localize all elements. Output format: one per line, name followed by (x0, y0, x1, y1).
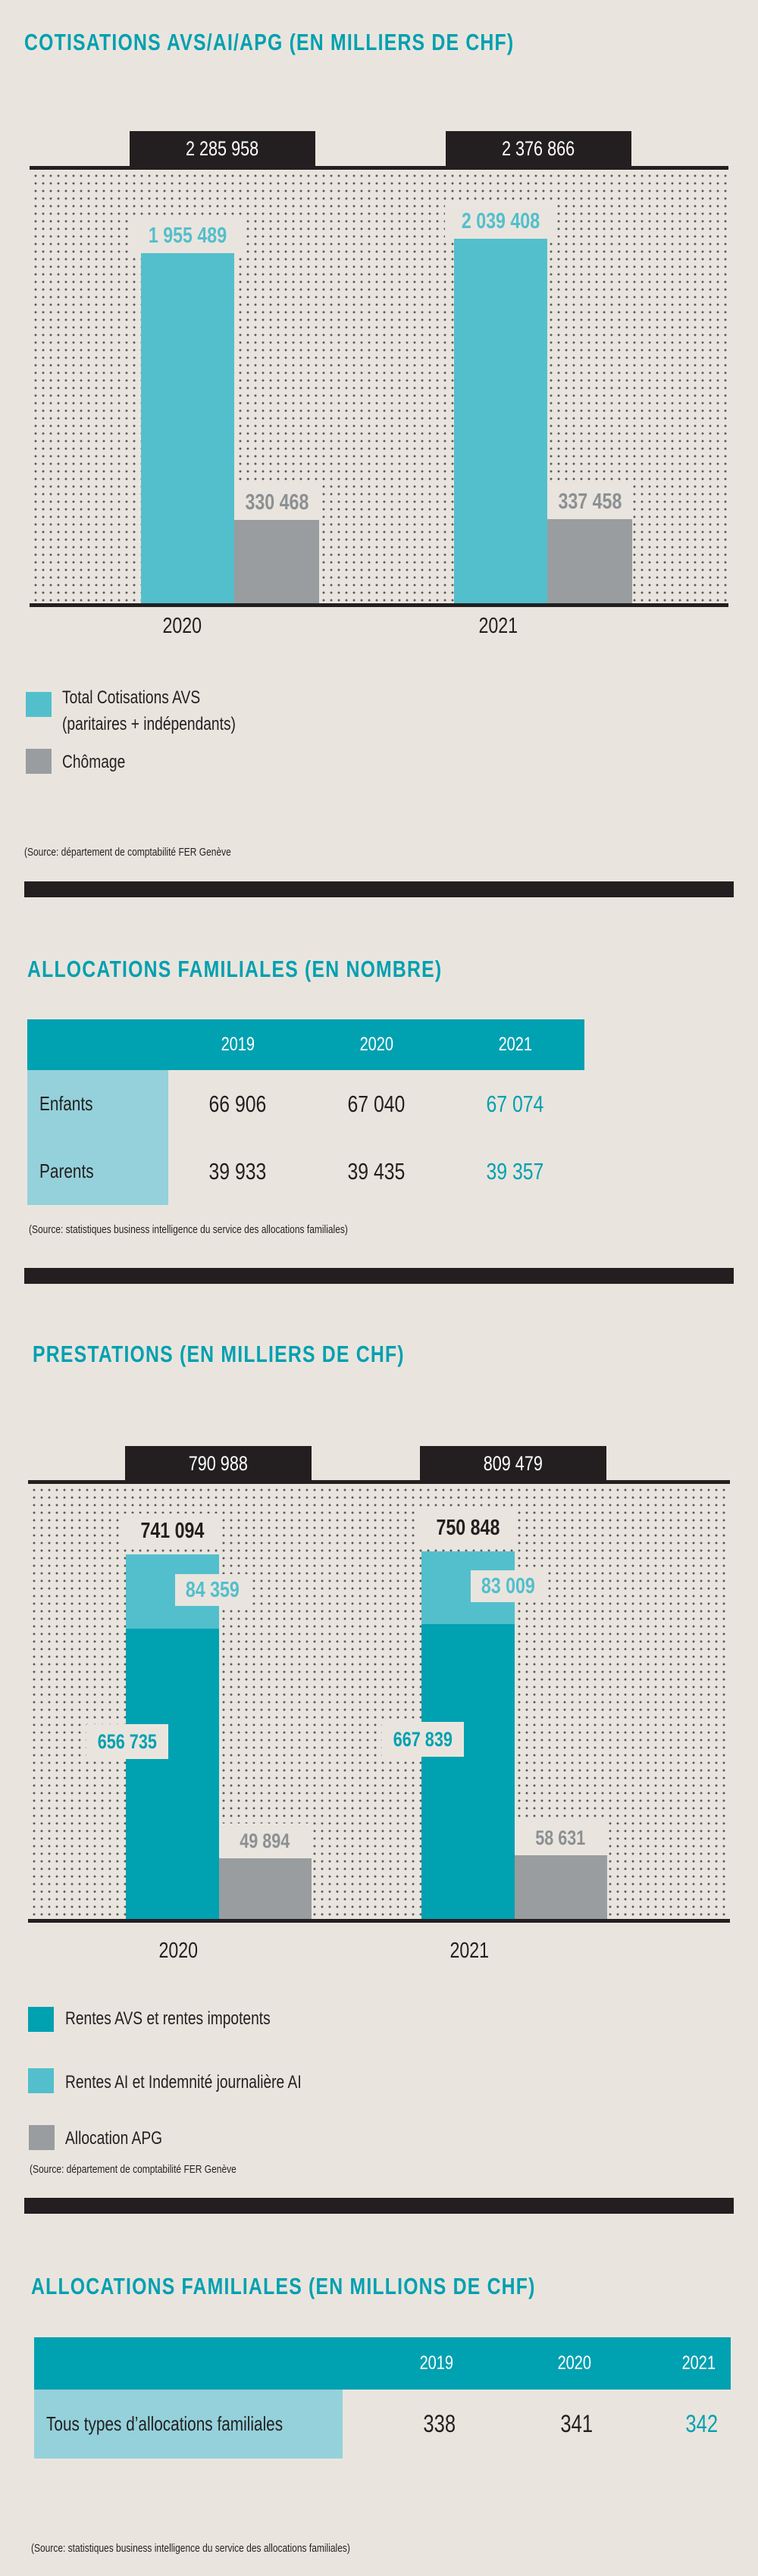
label-rentes-avs-2020: 656 735 (86, 1724, 168, 1760)
label-avs-2021-text: 2 039 408 (461, 209, 540, 234)
legend-swatch-chomage (26, 749, 52, 774)
legend-swatch-apg (29, 2125, 55, 2150)
cell-value-highlight: 342 (684, 2410, 718, 2437)
cell-value: 66 906 (208, 1090, 267, 1117)
col-header: 2019 (419, 2352, 454, 2374)
row-label: Parents (27, 1138, 168, 1205)
prestations-title: PRESTATIONS (EN MILLIERS DE CHF) (33, 1341, 405, 1367)
label-rentes-avs-2021: 667 839 (382, 1722, 464, 1758)
bar-avs-2021 (454, 239, 547, 603)
table-row: Parents 39 933 39 435 39 357 (27, 1138, 584, 1205)
bar-avs-2020 (141, 252, 234, 603)
legend-swatch-rentes-avs (28, 2007, 54, 2032)
table-header-row: 2019 2020 2021 (27, 1019, 584, 1070)
row-label: Tous types d’allocations familiales (34, 2390, 343, 2459)
total-box-2021: 809 479 (420, 1446, 606, 1481)
cell-value: 338 (422, 2410, 456, 2437)
label-apg-2020-text: 49 894 (239, 1829, 290, 1853)
label-stack-total-2020: 741 094 (124, 1513, 221, 1549)
col-header: 2021 (498, 1034, 532, 1055)
bar-apg-2021 (515, 1855, 607, 1919)
row-label: Enfants (27, 1070, 168, 1138)
x-tick-2021: 2021 (478, 614, 518, 638)
allocations-millions-table: 2019 2020 2021 Tous types d’allocations … (34, 2337, 731, 2459)
x-tick-2021: 2021 (449, 1939, 489, 1963)
label-chomage-2020: 330 468 (234, 485, 319, 521)
source-note: (Source: département de comptabilité FER… (30, 2163, 236, 2176)
legend-label-avs: Total Cotisations AVS (paritaires + indé… (62, 687, 236, 734)
allocations-millions-title: ALLOCATIONS FAMILIALES (EN MILLIONS DE C… (31, 2273, 536, 2299)
label-chomage-2020-text: 330 468 (245, 490, 309, 515)
label-avs-2020-text: 1 955 489 (148, 223, 227, 248)
cell-value: 39 435 (347, 1157, 406, 1185)
total-box-2021: 2 376 866 (446, 131, 631, 166)
legend-label-rentes-avs: Rentes AVS et rentes impotents (65, 2008, 271, 2029)
bar-rentes-avs-2021 (421, 1624, 515, 1919)
cell-value-highlight: 39 357 (486, 1157, 544, 1185)
col-header: 2020 (359, 1034, 393, 1055)
label-rentes-ai-2020-text: 84 359 (185, 1578, 240, 1603)
bar-apg-2020 (219, 1858, 312, 1919)
bar-chomage-2020 (234, 520, 319, 603)
legend-label-apg: Allocation APG (65, 2128, 163, 2149)
allocations-nombre-title: ALLOCATIONS FAMILIALES (EN NOMBRE) (27, 956, 443, 982)
col-header: 2021 (681, 2352, 716, 2374)
x-tick-2020: 2020 (162, 614, 202, 638)
label-rentes-ai-2021-text: 83 009 (481, 1574, 535, 1599)
label-rentes-ai-2021: 83 009 (471, 1570, 545, 1603)
label-apg-2021: 58 631 (515, 1820, 606, 1855)
label-avs-2021: 2 039 408 (445, 204, 556, 239)
label-avs-2020: 1 955 489 (132, 218, 243, 253)
source-note: (Source: statistiques business intellige… (29, 1223, 348, 1236)
legend-label-rentes-ai: Rentes AI et Indemnité journalière AI (65, 2072, 302, 2092)
section-divider (24, 1268, 734, 1284)
cotisations-title: COTISATIONS AVS/AI/APG (EN MILLIERS DE C… (24, 29, 515, 55)
label-rentes-ai-2020: 84 359 (175, 1574, 249, 1607)
x-tick-2020: 2020 (158, 1939, 198, 1963)
section-divider (24, 2198, 734, 2214)
label-rentes-avs-2021-text: 667 839 (393, 1728, 453, 1751)
legend-label-chomage: Chômage (62, 752, 126, 772)
label-stack-total-2021: 750 848 (419, 1510, 516, 1545)
cell-value: 39 933 (208, 1157, 267, 1185)
legend-swatch-rentes-ai (28, 2068, 54, 2093)
table-row: Tous types d’allocations familiales 338 … (34, 2390, 731, 2459)
table-header-row: 2019 2020 2021 (34, 2337, 731, 2390)
cotisations-chart: 1 955 489 330 468 2 039 408 337 458 (30, 166, 728, 607)
col-header: 2020 (557, 2352, 592, 2374)
label-apg-2021-text: 58 631 (534, 1826, 586, 1849)
label-rentes-avs-2020-text: 656 735 (97, 1730, 158, 1754)
legend-swatch-avs (26, 692, 52, 717)
source-note: (Source: statistiques business intellige… (31, 2542, 350, 2555)
bar-chomage-2021 (547, 518, 632, 603)
label-apg-2020: 49 894 (219, 1823, 310, 1859)
table-row: Enfants 66 906 67 040 67 074 (27, 1070, 584, 1138)
label-stack-total-2021-text: 750 848 (436, 1515, 500, 1540)
bar-rentes-avs-2020 (126, 1628, 219, 1919)
col-header: 2019 (221, 1034, 255, 1055)
cell-value-highlight: 67 074 (486, 1090, 544, 1117)
total-box-2020: 2 285 958 (130, 131, 315, 166)
label-stack-total-2020-text: 741 094 (140, 1519, 204, 1544)
section-divider (24, 881, 734, 897)
prestations-chart: 741 094 84 359 656 735 49 894 750 848 83 009 6… (28, 1480, 730, 1923)
cell-value: 67 040 (347, 1090, 406, 1117)
label-chomage-2021: 337 458 (547, 484, 632, 519)
source-note: (Source: département de comptabilité FER… (24, 846, 231, 859)
label-chomage-2021-text: 337 458 (558, 489, 622, 514)
total-box-2020: 790 988 (125, 1446, 312, 1481)
allocations-nombre-table: 2019 2020 2021 Enfants 66 906 67 040 67 … (27, 1019, 584, 1205)
cell-value: 341 (560, 2410, 594, 2437)
